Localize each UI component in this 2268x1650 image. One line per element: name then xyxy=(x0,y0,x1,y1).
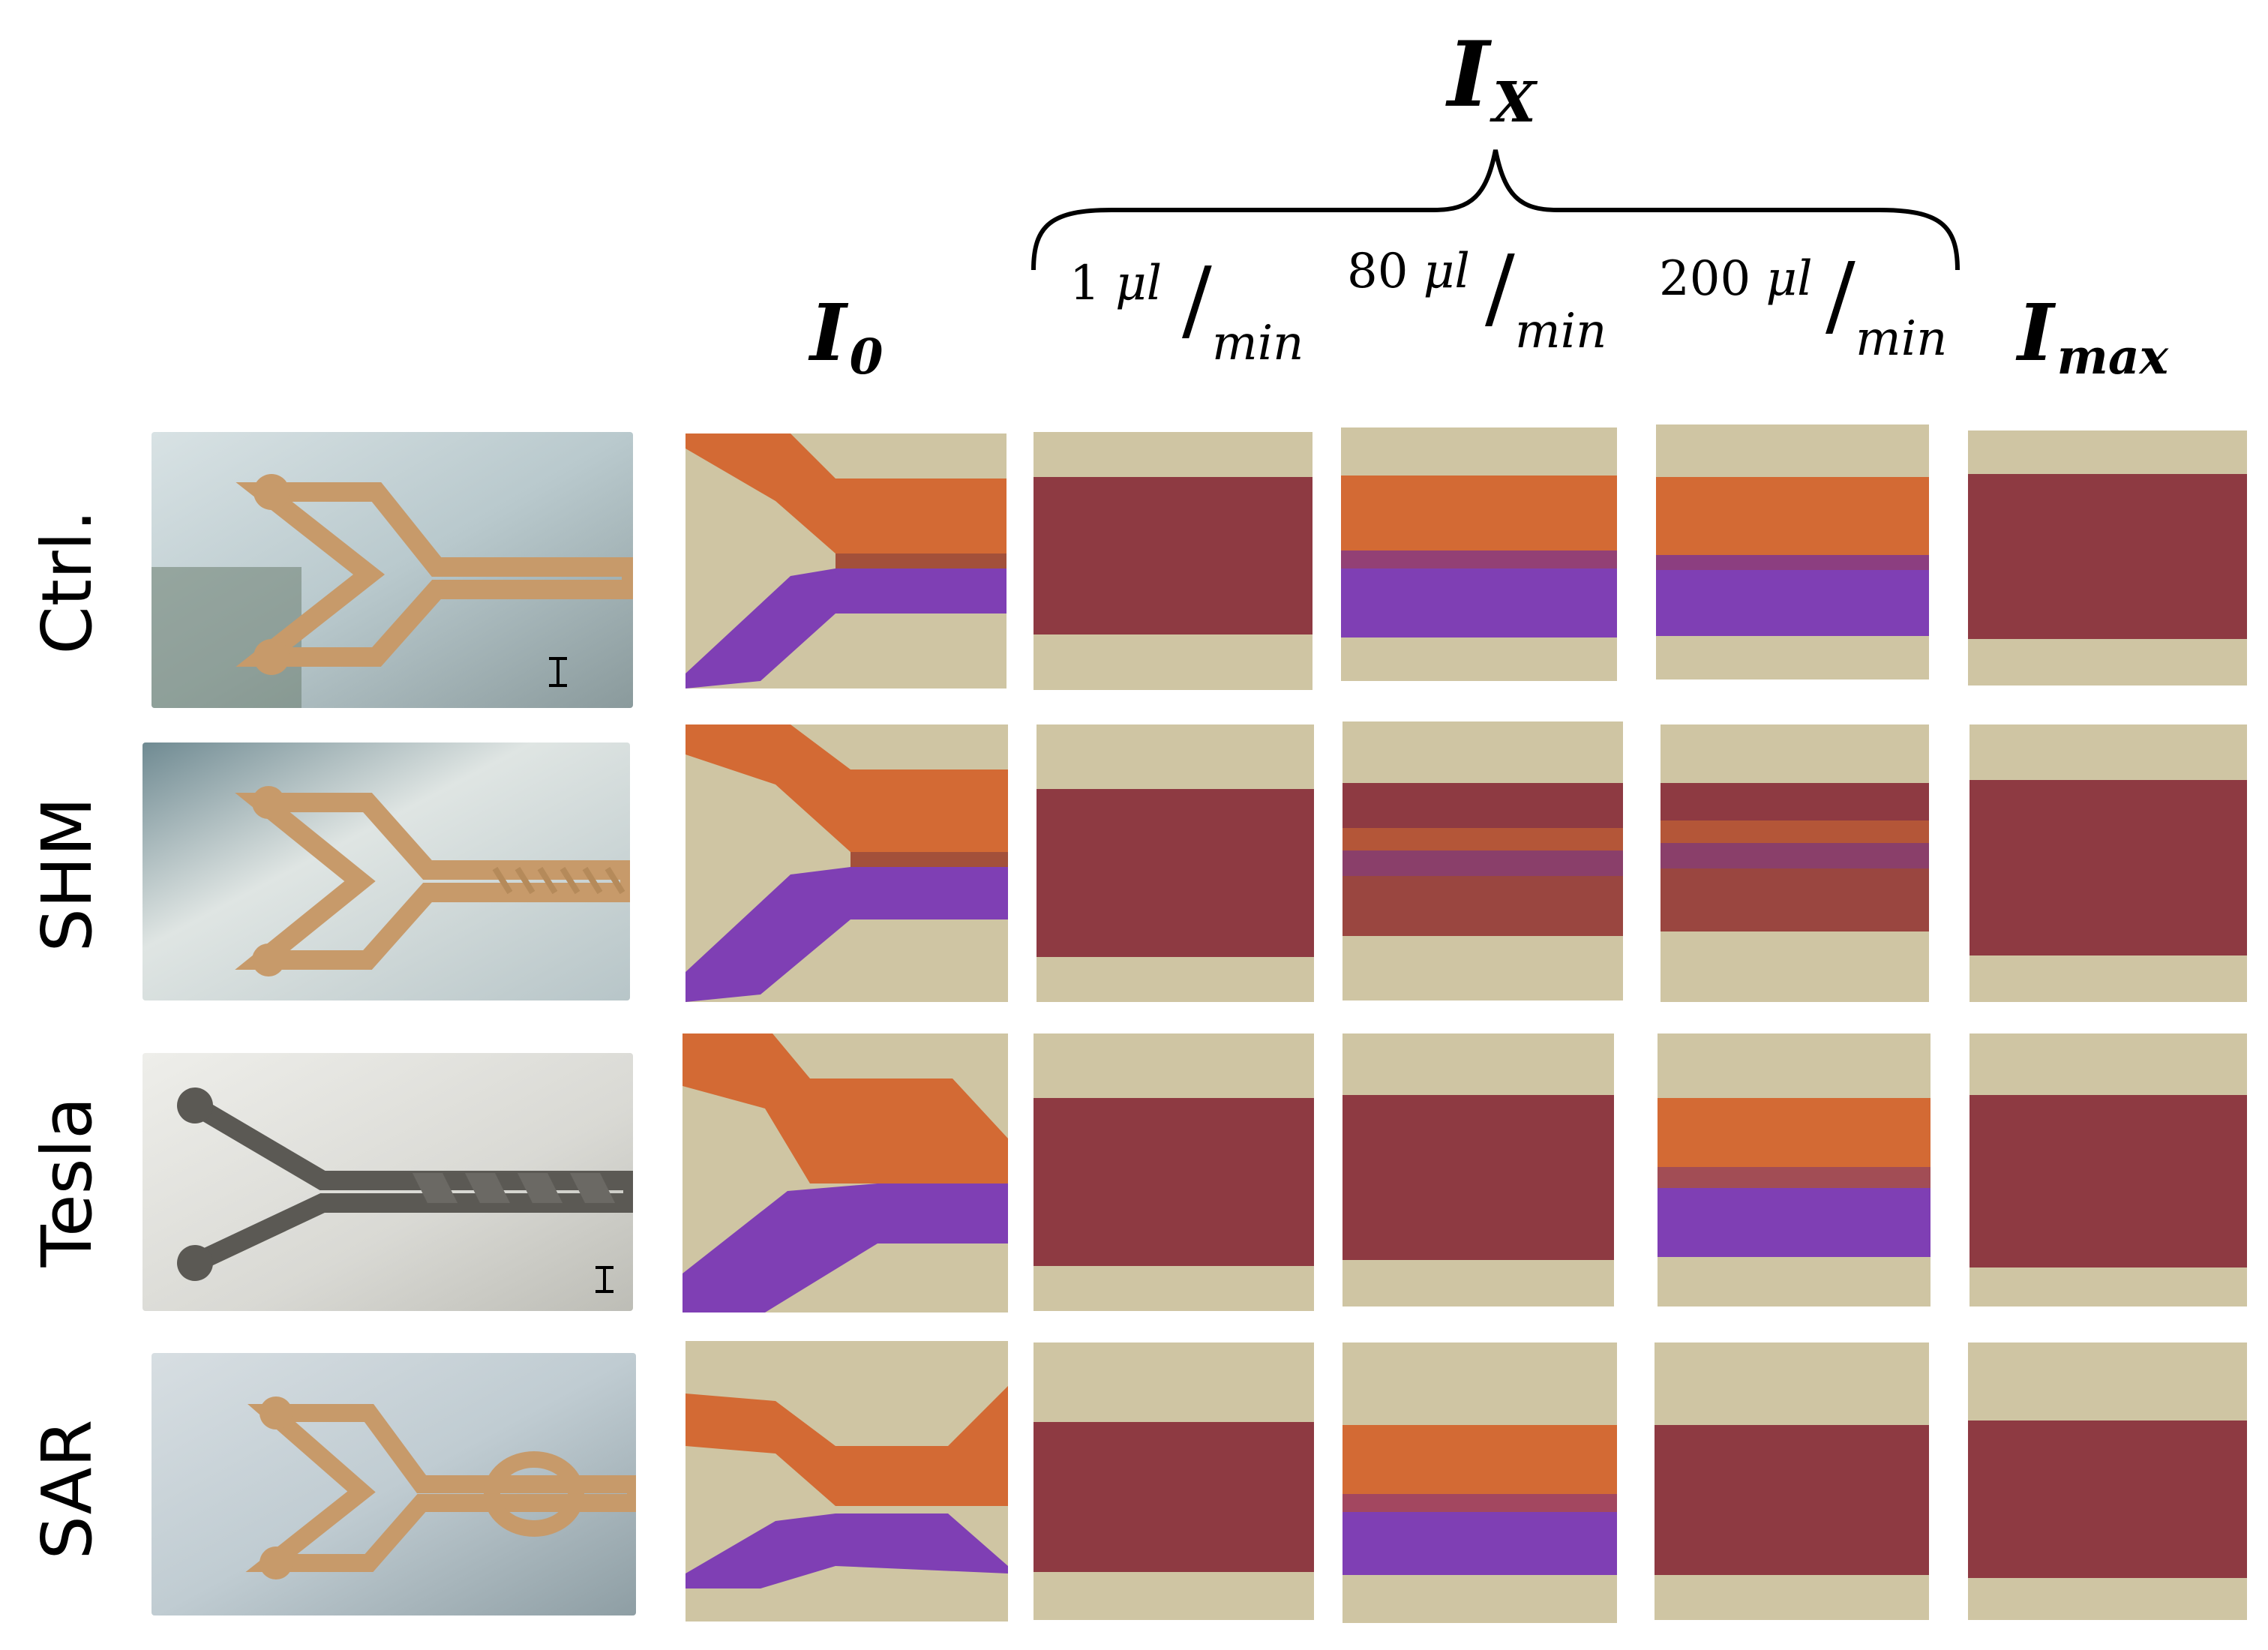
device-photo-ctrl xyxy=(152,432,633,708)
panel-shm-200ul xyxy=(1660,724,1929,1002)
flow-rate-unit-top: μl xyxy=(1766,251,1813,307)
panel-ctrl-200ul xyxy=(1656,424,1929,680)
i0-letter: I xyxy=(810,286,847,379)
imax-letter: I xyxy=(2018,286,2054,379)
ix-header: IX xyxy=(1448,30,1536,130)
panel-shm-80ul xyxy=(1342,722,1623,1000)
flow-rate-unit-bottom: min xyxy=(1856,311,1948,367)
flow-rate-value: 80 xyxy=(1347,244,1408,299)
panel-ctrl-i0 xyxy=(686,434,1006,688)
imax-header: Imax xyxy=(2018,294,2168,382)
flow-rate-200-label: 200 μl / min xyxy=(1659,243,1948,367)
flow-rate-unit-bottom: min xyxy=(1212,316,1304,371)
panel-shm-1ul xyxy=(1036,724,1314,1002)
panel-sar-200ul xyxy=(1654,1342,1929,1620)
panel-sar-imax xyxy=(1968,1342,2247,1620)
panel-ctrl-imax xyxy=(1968,430,2247,686)
i0-subscript: 0 xyxy=(849,328,884,386)
flow-rate-brace xyxy=(1031,149,1960,271)
panel-ctrl-1ul xyxy=(1034,432,1312,690)
panel-shm-i0 xyxy=(686,724,1008,1002)
row-label-tesla: Tesla xyxy=(27,1096,107,1268)
panel-sar-1ul xyxy=(1034,1342,1314,1620)
panel-tesla-imax xyxy=(1970,1034,2247,1306)
flow-rate-unit-top: μl xyxy=(1423,244,1470,299)
panel-tesla-200ul xyxy=(1658,1034,1930,1306)
panel-tesla-i0 xyxy=(682,1034,1008,1312)
device-photo-sar xyxy=(152,1353,636,1616)
i0-header: I0 xyxy=(810,294,884,382)
flow-rate-unit-top: μl xyxy=(1115,256,1162,311)
device-photo-shm xyxy=(142,742,630,1000)
panel-tesla-80ul xyxy=(1342,1034,1614,1306)
row-label-shm: SHM xyxy=(27,796,107,952)
device-photo-tesla xyxy=(142,1053,633,1311)
panel-tesla-1ul xyxy=(1034,1034,1314,1311)
panel-shm-imax xyxy=(1970,724,2247,1002)
flow-rate-unit-bottom: min xyxy=(1515,304,1607,359)
ix-letter: I xyxy=(1448,22,1490,128)
panel-sar-i0 xyxy=(686,1341,1008,1622)
panel-ctrl-80ul xyxy=(1341,428,1617,681)
flow-rate-1-label: 1 μl / min xyxy=(1070,248,1304,371)
flow-rate-80-label: 80 μl / min xyxy=(1347,236,1607,359)
flow-rate-value: 200 xyxy=(1659,251,1751,307)
ix-subscript: X xyxy=(1492,68,1536,135)
panel-sar-80ul xyxy=(1342,1342,1617,1623)
row-label-ctrl: Ctrl. xyxy=(27,509,107,655)
imax-subscript: max xyxy=(2056,328,2169,386)
flow-rate-value: 1 xyxy=(1070,256,1100,311)
row-label-sar: SAR xyxy=(27,1419,107,1560)
